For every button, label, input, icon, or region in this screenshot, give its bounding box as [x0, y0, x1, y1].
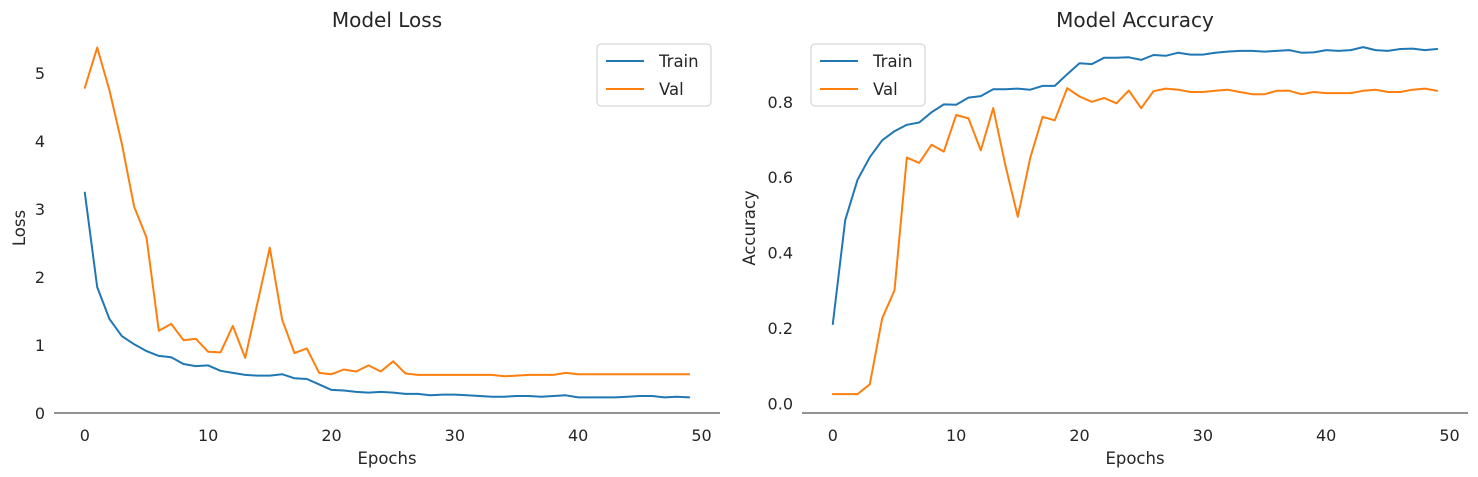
loss-x-ticks: 0 10 20 30 40 50	[80, 426, 712, 445]
loss-y-tick-label: 2	[35, 268, 45, 287]
loss-y-tick-label: 1	[35, 336, 45, 355]
loss-x-tick-label: 50	[691, 426, 711, 445]
loss-chart-title: Model Loss	[332, 8, 442, 32]
loss-x-tick-label: 30	[445, 426, 465, 445]
accuracy-x-tick-label: 30	[1193, 426, 1213, 445]
accuracy-y-tick-label: 0.4	[768, 244, 793, 263]
accuracy-chart-title: Model Accuracy	[1056, 8, 1214, 32]
loss-y-tick-label: 0	[35, 404, 45, 423]
accuracy-legend-train-label: Train	[872, 52, 913, 71]
loss-series-lines	[83, 46, 691, 399]
loss-legend-frame	[596, 43, 712, 107]
loss-legend-train-label: Train	[658, 52, 699, 71]
accuracy-legend-frame	[810, 43, 926, 107]
accuracy-x-axis-label: Epochs	[1105, 449, 1164, 468]
accuracy-x-tick-label: 40	[1316, 426, 1336, 445]
accuracy-x-ticks: 0 10 20 30 40 50	[828, 426, 1460, 445]
accuracy-y-tick-label: 0.6	[768, 168, 793, 187]
loss-y-axis-label: Loss	[10, 210, 29, 246]
accuracy-legend-val-label: Val	[873, 80, 898, 99]
accuracy-y-tick-label: 0.2	[768, 319, 793, 338]
loss-x-axis-label: Epochs	[357, 449, 416, 468]
loss-legend-val-label: Val	[659, 80, 684, 99]
accuracy-val-line	[831, 87, 1439, 396]
accuracy-x-tick-label: 0	[828, 426, 838, 445]
loss-train-line	[83, 191, 691, 399]
accuracy-legend: Train Val	[810, 43, 926, 107]
loss-legend: Train Val	[596, 43, 712, 107]
loss-x-tick-label: 0	[80, 426, 90, 445]
loss-y-tick-label: 5	[35, 64, 45, 83]
loss-panel: Model Loss 0 10 20 30 40 50 0 1 2 3 4 5 Epochs Los…	[10, 8, 720, 468]
accuracy-y-tick-label: 0.8	[768, 93, 793, 112]
accuracy-x-tick-label: 10	[946, 426, 966, 445]
loss-x-tick-label: 10	[198, 426, 218, 445]
accuracy-train-line	[831, 46, 1439, 325]
accuracy-panel: Model Accuracy 0 10 20 30 40 50 0.00.20.40.60…	[740, 8, 1468, 468]
loss-x-tick-label: 20	[321, 426, 341, 445]
accuracy-y-ticks: 0.0 0.2 0.4 0.6 0.8	[768, 93, 793, 414]
loss-y-tick-label: 4	[35, 132, 45, 151]
loss-x-tick-label: 40	[568, 426, 588, 445]
accuracy-x-tick-label: 50	[1439, 426, 1459, 445]
loss-val-line	[83, 46, 691, 378]
accuracy-x-tick-label: 20	[1069, 426, 1089, 445]
accuracy-y-axis-label: Accuracy	[740, 190, 759, 266]
accuracy-y-tick-label: 0.0	[768, 395, 793, 414]
accuracy-series-lines	[831, 46, 1439, 396]
loss-y-ticks: 0 1 2 3 4 5	[35, 64, 45, 423]
loss-y-tick-label: 3	[35, 200, 45, 219]
